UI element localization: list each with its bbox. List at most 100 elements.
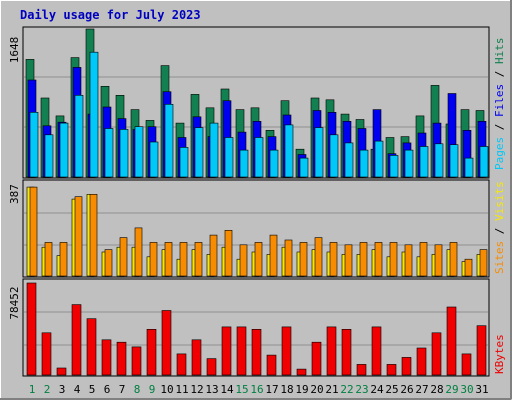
kbytes-bar bbox=[176, 353, 187, 376]
sites-bar bbox=[464, 258, 473, 277]
sites-bar bbox=[404, 244, 413, 277]
day-label: 11 bbox=[175, 383, 188, 396]
kbytes-bars bbox=[26, 282, 487, 376]
pages-bar bbox=[149, 141, 159, 178]
pages-bar bbox=[164, 104, 174, 178]
pages-bar bbox=[104, 128, 114, 178]
sites-visits-bars bbox=[26, 186, 488, 277]
sites-bar bbox=[194, 242, 203, 277]
day-label: 4 bbox=[74, 383, 81, 396]
day-labels: 1 2 3 4 5 6 7 8 9 10 11 12 13 14 15 16 17 18 19 20 21 22 23 24 2… bbox=[29, 383, 489, 396]
kbytes-bar bbox=[56, 367, 67, 376]
pages-bar bbox=[314, 127, 324, 178]
day-label: 3 bbox=[59, 383, 66, 396]
kbytes-bar bbox=[311, 341, 322, 376]
day-label: 29 bbox=[445, 383, 458, 396]
sites-bar bbox=[74, 196, 83, 277]
day-label: 18 bbox=[280, 383, 293, 396]
sites-bar bbox=[239, 244, 248, 277]
kbytes-bar bbox=[161, 310, 172, 376]
pages-bar bbox=[44, 134, 54, 178]
day-label: 1 bbox=[29, 383, 36, 396]
sites-bar bbox=[254, 242, 263, 277]
chart-title: Daily usage for July 2023 bbox=[20, 8, 201, 22]
pages-bar bbox=[179, 147, 189, 178]
pages-bar bbox=[359, 149, 369, 178]
kbytes-bar bbox=[296, 368, 307, 376]
kbytes-bar bbox=[281, 326, 292, 376]
kbytes-bar bbox=[221, 326, 232, 376]
kbytes-bar bbox=[236, 326, 247, 376]
pages-bar bbox=[29, 112, 39, 178]
pages-bar bbox=[374, 140, 384, 178]
pages-bar bbox=[299, 157, 309, 178]
legend-sites: Sites bbox=[493, 241, 506, 274]
sites-bar bbox=[119, 237, 128, 277]
kbytes-bar bbox=[446, 306, 457, 376]
pages-bar bbox=[389, 155, 399, 178]
sites-bar bbox=[434, 244, 443, 277]
sites-bar bbox=[149, 242, 158, 277]
day-label: 6 bbox=[104, 383, 111, 396]
legend-files: Files bbox=[493, 84, 506, 117]
day-label: 30 bbox=[460, 383, 473, 396]
kbytes-bar bbox=[401, 357, 412, 376]
day-label: 21 bbox=[325, 383, 338, 396]
legend-separator: / bbox=[493, 124, 506, 131]
day-label: 14 bbox=[220, 383, 234, 396]
pages-bar bbox=[329, 134, 339, 178]
legend-hits: Hits bbox=[493, 38, 506, 65]
y-max-label-kbytes: 78452 bbox=[8, 286, 21, 319]
day-label: 7 bbox=[119, 383, 126, 396]
day-label: 26 bbox=[400, 383, 413, 396]
sites-bar bbox=[104, 249, 113, 277]
day-label: 15 bbox=[235, 383, 248, 396]
pages-bar bbox=[239, 149, 249, 178]
day-label: 23 bbox=[355, 383, 368, 396]
day-label: 16 bbox=[250, 383, 263, 396]
day-label: 17 bbox=[265, 383, 278, 396]
day-label: 28 bbox=[430, 383, 443, 396]
sites-bar bbox=[314, 237, 323, 277]
sites-bar bbox=[479, 249, 488, 277]
day-label: 24 bbox=[370, 383, 384, 396]
pages-bar bbox=[89, 51, 99, 178]
legend-separator: / bbox=[493, 228, 506, 235]
sites-bar bbox=[29, 186, 38, 277]
sites-bar bbox=[134, 227, 143, 277]
day-label: 20 bbox=[310, 383, 323, 396]
sites-bar bbox=[284, 239, 293, 277]
kbytes-bar bbox=[131, 346, 142, 376]
sites-bar bbox=[59, 242, 68, 277]
legend-sites-visits: Sites / Visits bbox=[493, 181, 506, 274]
pages-bar bbox=[449, 144, 459, 178]
pages-bar bbox=[479, 146, 489, 178]
kbytes-bar bbox=[86, 318, 97, 376]
pages-bar bbox=[254, 137, 264, 178]
legend-pages: Pages bbox=[493, 137, 506, 170]
pages-bar bbox=[419, 146, 429, 178]
day-label: 22 bbox=[340, 383, 353, 396]
panel-kbytes bbox=[22, 278, 490, 377]
sites-bar bbox=[224, 230, 233, 277]
kbytes-bar bbox=[416, 347, 427, 376]
pages-bar bbox=[209, 122, 219, 178]
kbytes-bar bbox=[341, 328, 352, 376]
kbytes-bar bbox=[326, 326, 337, 376]
panel-sites-visits bbox=[22, 179, 490, 278]
day-label: 9 bbox=[149, 383, 156, 396]
day-label: 25 bbox=[385, 383, 398, 396]
sites-bar bbox=[164, 242, 173, 277]
kbytes-bar bbox=[371, 326, 382, 376]
pages-bar bbox=[134, 126, 144, 178]
legend-hits-files-pages: Pages / Files / Hits bbox=[493, 38, 506, 171]
kbytes-bar bbox=[41, 332, 52, 376]
sites-bar bbox=[209, 234, 218, 277]
kbytes-bar bbox=[431, 332, 442, 376]
kbytes-bar bbox=[206, 358, 217, 376]
kbytes-bar bbox=[476, 325, 487, 376]
legend-visits: Visits bbox=[493, 181, 506, 221]
sites-bar bbox=[179, 242, 188, 277]
legend-separator: / bbox=[493, 71, 506, 78]
